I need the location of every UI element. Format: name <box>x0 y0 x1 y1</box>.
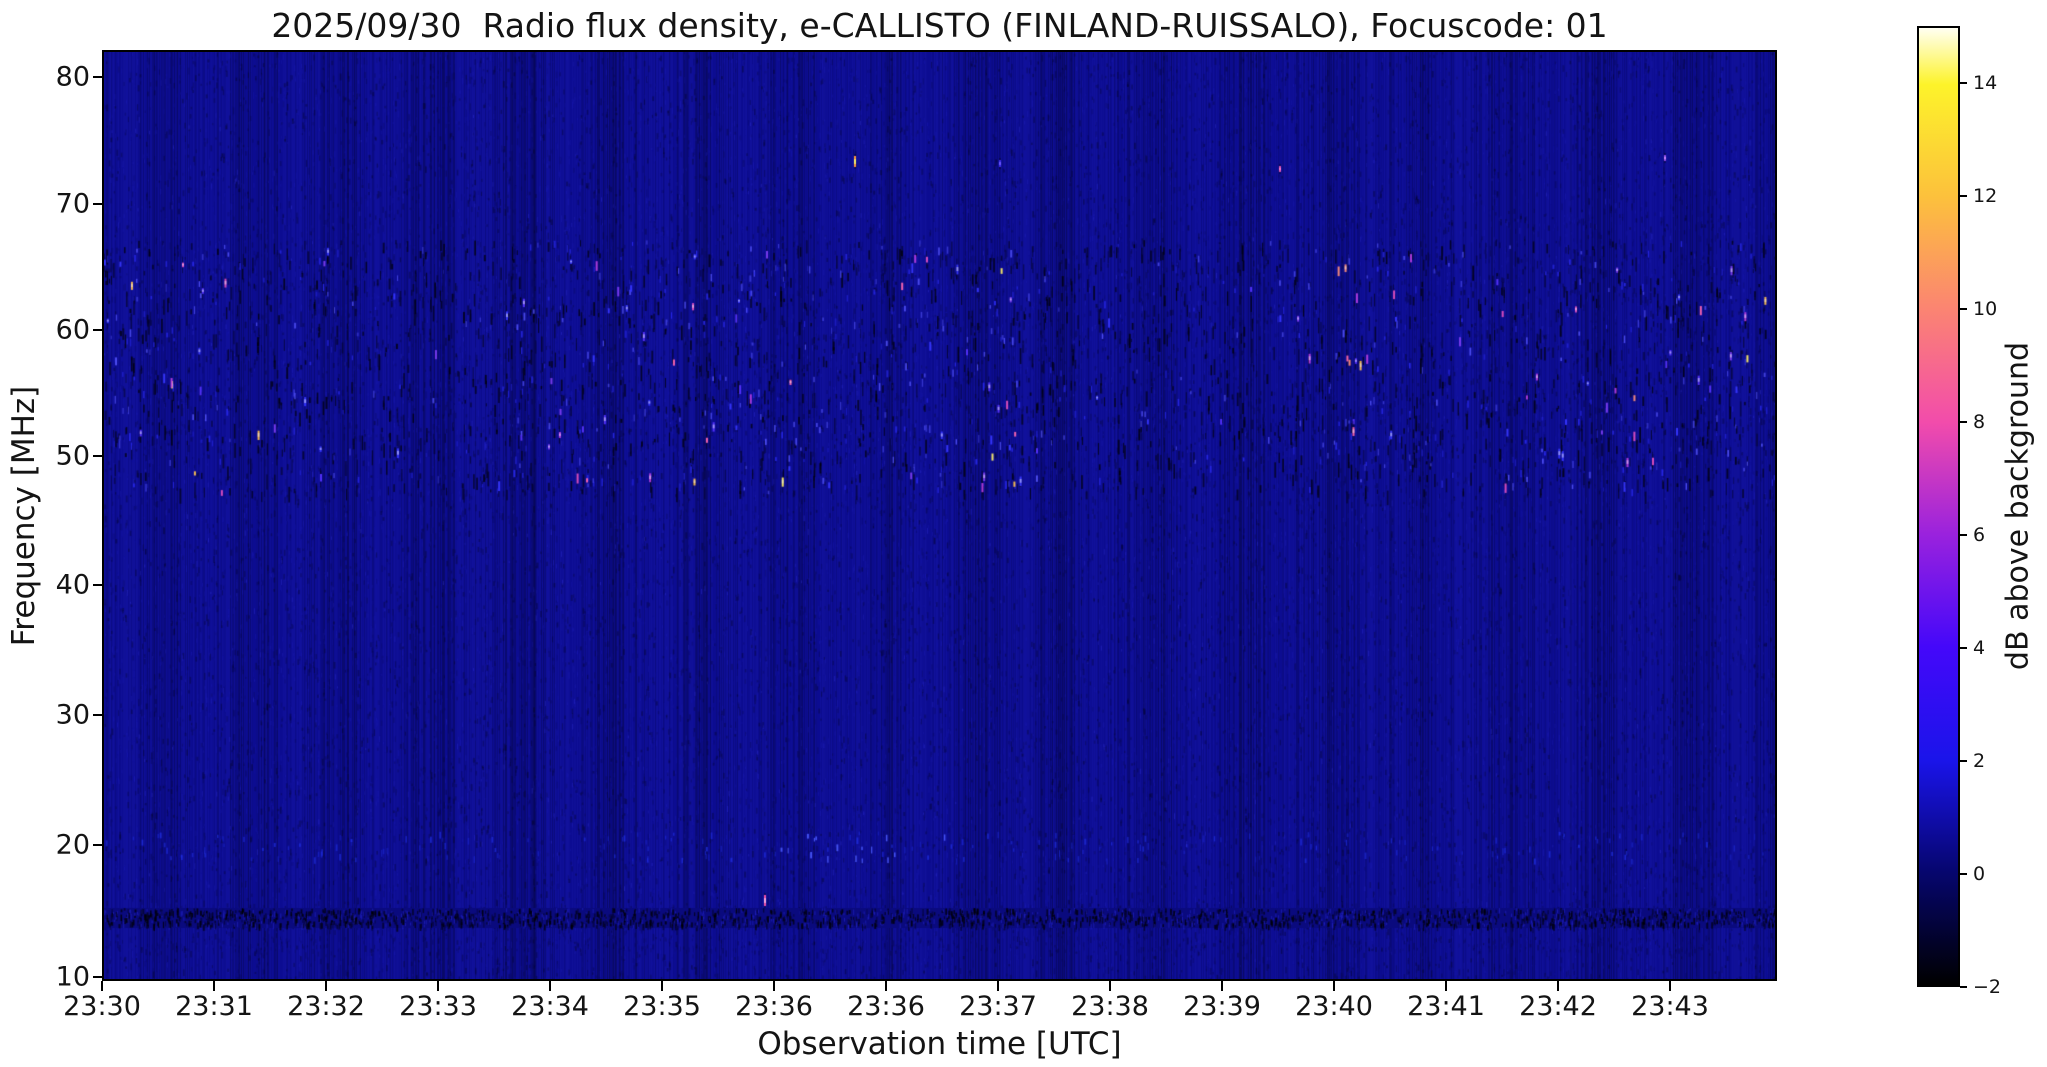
x-tick-mark <box>213 981 215 991</box>
y-tick-label: 60 <box>55 314 90 346</box>
y-tick-label: 30 <box>55 699 90 731</box>
y-tick-mark <box>93 76 102 78</box>
x-tick-mark <box>1669 981 1671 991</box>
x-tick-label: 23:36 <box>735 991 813 1022</box>
colorbar-tick-mark <box>1960 872 1967 875</box>
y-tick-mark <box>93 584 102 586</box>
colorbar-tick-mark <box>1960 759 1967 762</box>
x-tick-mark <box>1445 981 1447 991</box>
x-tick-mark <box>1333 981 1335 991</box>
x-tick-label: 23:41 <box>1407 991 1485 1022</box>
x-tick-label: 23:36 <box>847 991 925 1022</box>
x-tick-label: 23:38 <box>1071 991 1149 1022</box>
x-tick-mark <box>885 981 887 991</box>
x-tick-label: 23:31 <box>175 991 253 1022</box>
x-tick-label: 23:34 <box>511 991 589 1022</box>
colorbar-tick-mark <box>1960 307 1967 310</box>
x-tick-label: 23:30 <box>63 991 141 1022</box>
x-tick-mark <box>1221 981 1223 991</box>
x-tick-label: 23:35 <box>623 991 701 1022</box>
x-axis-label: Observation time [UTC] <box>757 1026 1122 1062</box>
y-axis-label: Frequency [MHz] <box>6 385 42 647</box>
x-tick-mark <box>1109 981 1111 991</box>
x-tick-mark <box>437 981 439 991</box>
spectrogram-plot-area <box>102 50 1777 981</box>
colorbar-tick-label: 14 <box>1973 71 1998 94</box>
x-tick-label: 23:40 <box>1295 991 1373 1022</box>
colorbar-tick-label: 12 <box>1973 184 1998 207</box>
colorbar-tick-label: 0 <box>1973 862 1986 885</box>
colorbar-tick-label: 6 <box>1973 523 1986 546</box>
colorbar-tick-label: −2 <box>1973 976 2002 998</box>
x-tick-mark <box>773 981 775 991</box>
colorbar-tick-label: 2 <box>1973 749 1986 772</box>
x-tick-label: 23:39 <box>1183 991 1261 1022</box>
x-tick-mark <box>549 981 551 991</box>
colorbar-tick-mark <box>1960 81 1967 84</box>
x-tick-mark <box>325 981 327 991</box>
y-tick-mark <box>93 844 102 846</box>
chart-title: 2025/09/30 Radio flux density, e-CALLIST… <box>271 6 1608 45</box>
x-tick-mark <box>1557 981 1559 991</box>
y-tick-label: 10 <box>55 961 90 993</box>
y-tick-mark <box>93 455 102 457</box>
colorbar-tick-mark <box>1960 194 1967 197</box>
x-tick-label: 23:42 <box>1519 991 1597 1022</box>
y-tick-mark <box>93 714 102 716</box>
spectrogram-canvas <box>104 52 1775 979</box>
y-tick-mark <box>93 203 102 205</box>
colorbar-tick-label: 10 <box>1973 297 1998 320</box>
y-tick-label: 20 <box>55 829 90 861</box>
x-tick-label: 23:37 <box>959 991 1037 1022</box>
x-tick-label: 23:33 <box>399 991 477 1022</box>
x-tick-mark <box>101 981 103 991</box>
colorbar-label: dB above background <box>2000 341 2036 671</box>
x-tick-label: 23:32 <box>287 991 365 1022</box>
colorbar-tick-label: 8 <box>1973 410 1986 433</box>
y-tick-label: 40 <box>55 569 90 601</box>
colorbar-tick-mark <box>1960 533 1967 536</box>
x-tick-mark <box>661 981 663 991</box>
colorbar-tick-label: 4 <box>1973 636 1986 659</box>
colorbar <box>1917 26 1960 987</box>
colorbar-tick-mark <box>1960 646 1967 649</box>
x-tick-label: 23:43 <box>1631 991 1709 1022</box>
y-tick-mark <box>93 329 102 331</box>
y-tick-mark <box>93 976 102 978</box>
colorbar-tick-mark <box>1960 420 1967 423</box>
colorbar-tick-mark <box>1960 986 1967 988</box>
x-tick-mark <box>997 981 999 991</box>
y-tick-label: 80 <box>55 61 90 93</box>
y-tick-label: 50 <box>55 440 90 472</box>
y-tick-label: 70 <box>55 188 90 220</box>
